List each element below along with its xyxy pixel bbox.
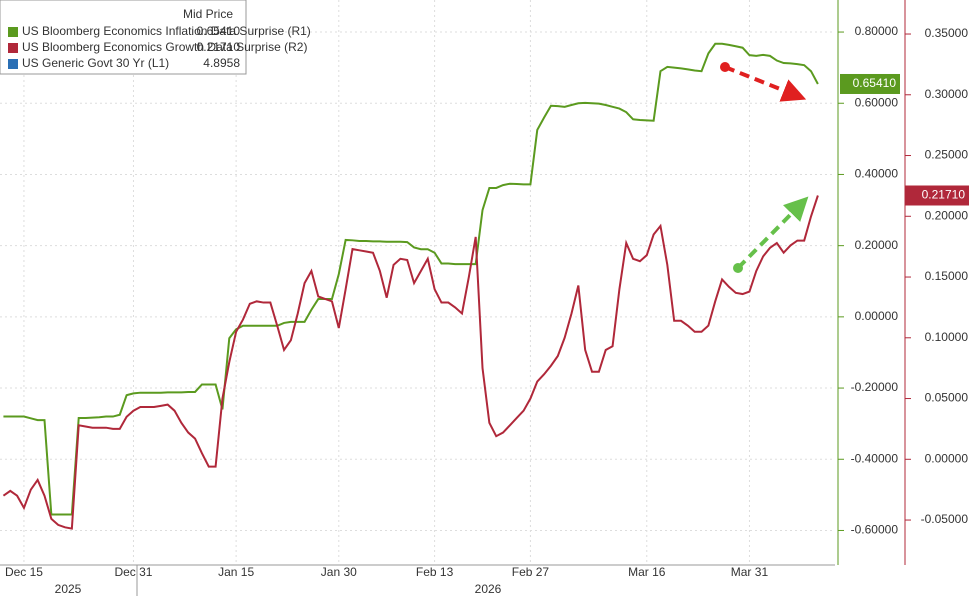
grid: [0, 0, 835, 565]
y2-tick-label: 0.25000: [925, 148, 969, 162]
legend-label: US Bloomberg Economics Inflation Data Su…: [22, 24, 311, 38]
year-label: 2026: [475, 582, 502, 596]
y2-tick-label: 0.35000: [925, 26, 969, 40]
y2-tick-label: 0.15000: [925, 269, 969, 283]
x-tick-label: Mar 31: [731, 565, 769, 579]
x-tick-label: Feb 13: [416, 565, 454, 579]
x-tick-label: Jan 30: [321, 565, 357, 579]
legend-title: Mid Price: [183, 7, 233, 21]
y2-tick-label: 0.20000: [925, 208, 969, 222]
y-tick-label: 0.60000: [855, 95, 899, 109]
value-tag: [905, 185, 969, 206]
y-tick-label: 0.80000: [855, 24, 899, 38]
legend: Mid Price: [0, 0, 247, 75]
y2-tick-label: -0.05000: [921, 512, 969, 526]
y-tick-label: -0.60000: [851, 523, 899, 537]
x-tick-label: Jan 15: [218, 565, 254, 579]
y-tick-label: -0.20000: [851, 380, 899, 394]
series-line: [3, 42, 819, 516]
y-tick-label: 0.40000: [855, 167, 899, 181]
x-tick-label: Feb 27: [512, 565, 550, 579]
legend-value: 0.21710: [197, 40, 241, 54]
arrow: [736, 196, 809, 270]
legend-label: US Generic Govt 30 Yr (L1): [22, 56, 169, 70]
value-tag-label: 0.65410: [853, 76, 897, 90]
x-tick-label: Dec 31: [114, 565, 152, 579]
legend-value: 4.8958: [203, 56, 240, 70]
x-tick-label: Dec 15: [5, 565, 43, 579]
y2-tick-label: 0.10000: [925, 330, 969, 344]
value-tag-label: 0.21710: [922, 188, 966, 202]
legend-label: US Bloomberg Economics Growth Data Surpr…: [22, 40, 307, 54]
y2-tick-label: 0.30000: [925, 87, 969, 101]
y2-tick-label: 0.05000: [925, 391, 969, 405]
year-label: 2025: [55, 582, 82, 596]
legend-box: [0, 0, 247, 75]
legend-swatch: [8, 59, 18, 69]
legend-value: 0.65410: [197, 24, 241, 38]
y2-tick-label: 0.00000: [925, 451, 969, 465]
y-tick-label: 0.00000: [855, 309, 899, 323]
series-line: [2, 195, 819, 530]
trend-arrows: [720, 62, 809, 273]
legend-swatch: [8, 43, 18, 53]
value-tag: [840, 73, 900, 94]
y-tick-label: 0.20000: [855, 238, 899, 252]
y-tick-label: -0.40000: [851, 451, 899, 465]
legend-rows: US Bloomberg Economics Inflation Data Su…: [8, 24, 311, 70]
legend-swatch: [8, 27, 18, 37]
x-tick-label: Mar 16: [628, 565, 666, 579]
plot: [2, 42, 819, 530]
arrow: [724, 65, 807, 102]
